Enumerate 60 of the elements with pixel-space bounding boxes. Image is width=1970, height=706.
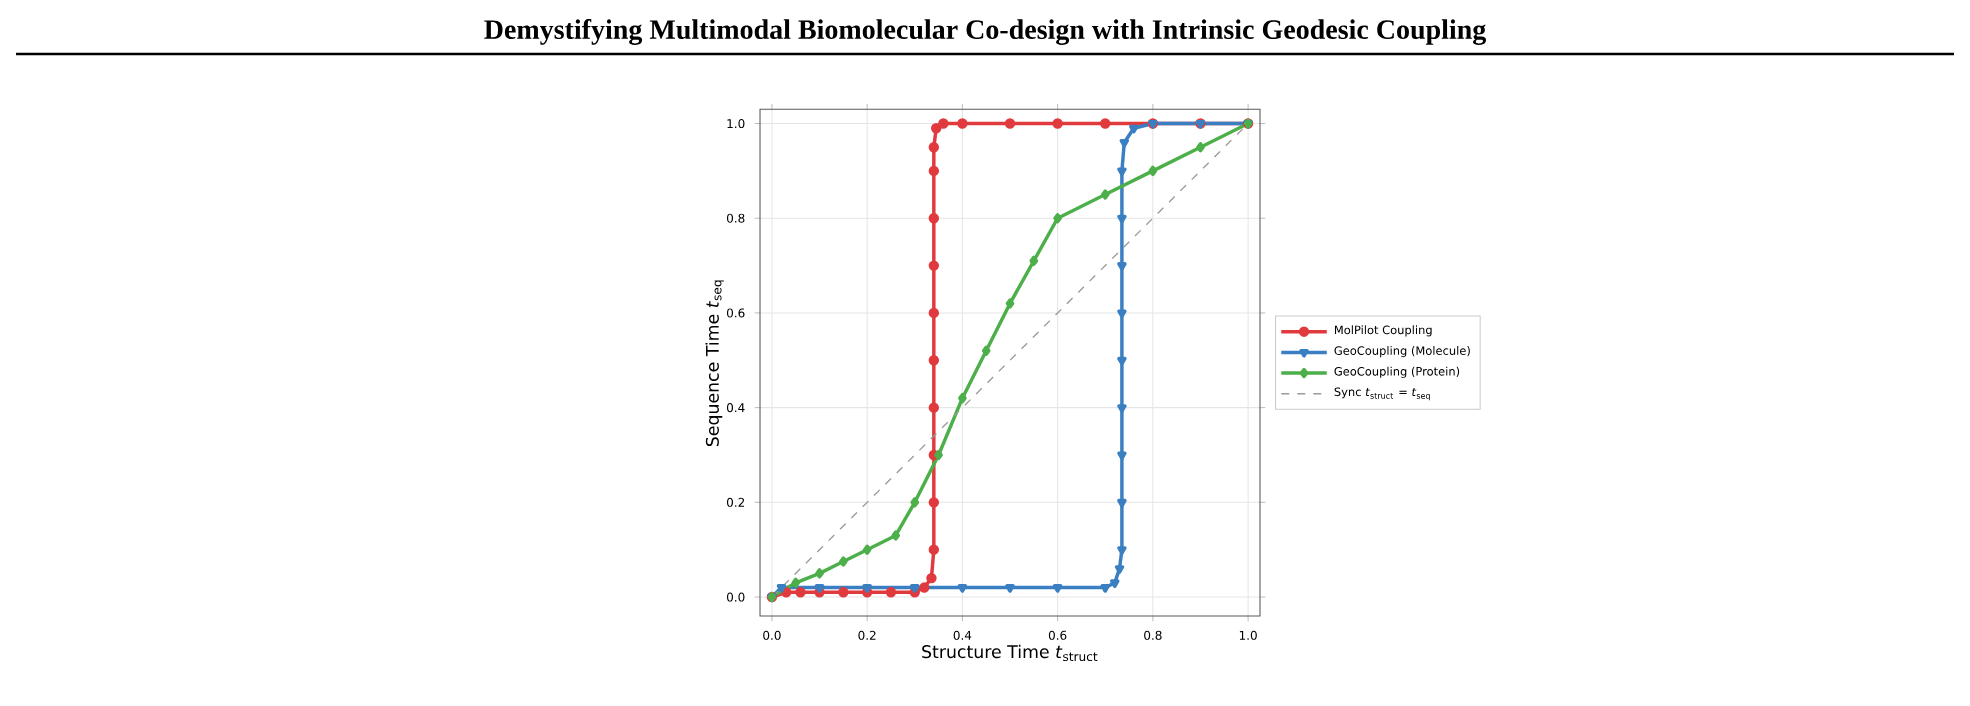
point <box>1004 118 1016 129</box>
point <box>1029 255 1039 267</box>
point <box>1005 584 1015 593</box>
point <box>862 584 872 593</box>
point <box>928 260 940 271</box>
point <box>928 142 940 153</box>
point <box>1117 214 1127 224</box>
point <box>839 556 848 567</box>
point <box>1119 138 1130 148</box>
point <box>1117 404 1127 413</box>
point <box>957 584 968 593</box>
point <box>1148 165 1158 177</box>
point <box>1100 118 1111 129</box>
point <box>958 392 967 404</box>
point <box>931 123 942 134</box>
point <box>1110 579 1120 589</box>
point <box>928 165 940 177</box>
point <box>919 582 930 593</box>
point <box>928 497 940 508</box>
point <box>926 572 937 584</box>
point <box>780 587 792 598</box>
point <box>1052 584 1063 593</box>
point <box>1117 451 1127 461</box>
point <box>928 402 940 413</box>
point <box>1100 584 1110 593</box>
point <box>815 568 824 579</box>
point <box>928 355 940 366</box>
y-axis-title: Sequence Time t$_{seq}$ <box>705 280 724 447</box>
point <box>1052 118 1063 129</box>
point <box>814 584 825 593</box>
point <box>938 118 949 129</box>
point <box>910 497 920 508</box>
point <box>1117 356 1127 366</box>
point <box>838 587 849 598</box>
point <box>885 587 897 598</box>
point <box>1053 213 1062 224</box>
point <box>1005 298 1015 309</box>
point <box>934 449 943 461</box>
point <box>1117 262 1127 271</box>
point <box>1129 124 1139 134</box>
point <box>795 587 806 598</box>
point <box>1117 309 1127 319</box>
point <box>1117 498 1127 508</box>
point <box>1196 142 1205 153</box>
point <box>862 544 872 555</box>
point <box>928 307 940 319</box>
point <box>1117 167 1127 177</box>
point <box>981 345 991 357</box>
point <box>1117 546 1127 555</box>
point <box>891 530 901 541</box>
chart-title: Demystifying Multimodal Biomolecular Co-design with Intrinsic Geodesic Coupling <box>484 19 1487 45</box>
point <box>928 213 940 224</box>
point <box>957 118 968 129</box>
point <box>1100 189 1110 200</box>
point <box>928 544 940 555</box>
point <box>776 584 787 593</box>
x-axis-title: Structure Time t$_{struct}$ <box>922 644 1098 662</box>
point <box>791 577 801 589</box>
point <box>1114 565 1125 574</box>
point <box>910 584 920 593</box>
